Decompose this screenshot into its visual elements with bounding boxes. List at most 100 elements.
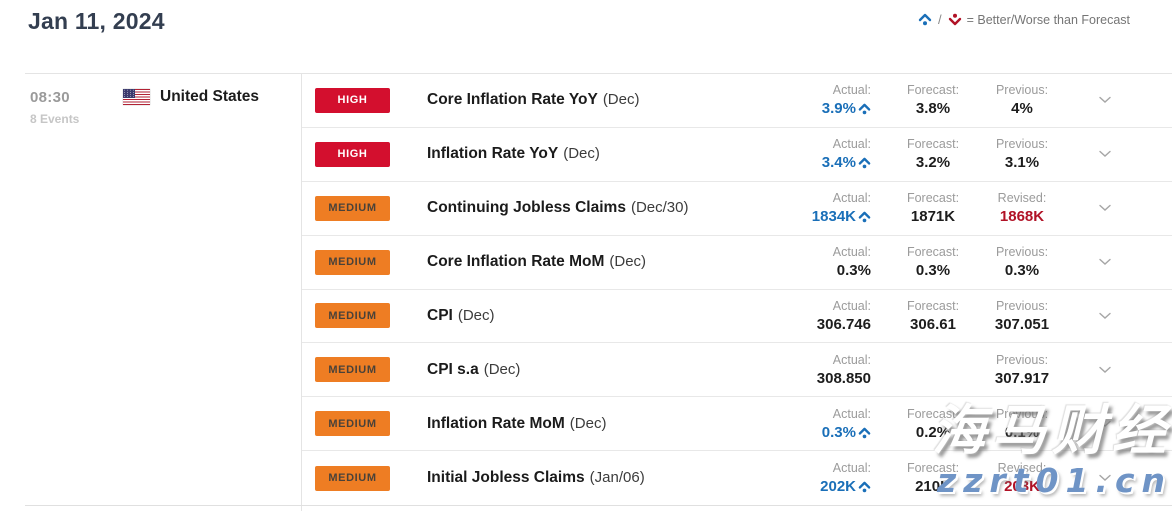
- actual-value: 3.4%: [821, 154, 856, 172]
- event-row-core-inflation-mom[interactable]: MEDIUM Core Inflation Rate MoM (Dec) Act…: [302, 236, 1172, 290]
- revised-label: Revised:: [997, 191, 1047, 206]
- time-block: 08:30 8 Events: [30, 89, 93, 126]
- event-title[interactable]: Inflation Rate YoY (Dec): [427, 145, 751, 163]
- event-title[interactable]: Initial Jobless Claims (Jan/06): [427, 469, 751, 487]
- chevron-down-icon: [1099, 151, 1111, 158]
- importance-badge: MEDIUM: [315, 465, 390, 491]
- revised-cell: Revised: 203K: [981, 461, 1063, 495]
- event-period: (Dec): [457, 306, 495, 324]
- expand-row-button[interactable]: [1063, 96, 1147, 104]
- revised-cell: Revised: 1868K: [981, 191, 1063, 225]
- actual-label: Actual:: [832, 352, 871, 367]
- event-title[interactable]: Inflation Rate MoM (Dec): [427, 415, 751, 433]
- actual-value: 3.9%: [821, 100, 856, 118]
- expand-row-button[interactable]: [1063, 204, 1147, 212]
- actual-value: 1834K: [811, 208, 856, 226]
- event-rows: HIGH Core Inflation Rate YoY (Dec) Actua…: [302, 74, 1172, 505]
- event-row-inflation-mom[interactable]: MEDIUM Inflation Rate MoM (Dec) Actual: …: [302, 397, 1172, 452]
- previous-value: 0.3%: [1004, 262, 1040, 280]
- expand-row-button[interactable]: [1063, 150, 1147, 158]
- event-title[interactable]: CPI (Dec): [427, 307, 751, 325]
- chevron-down-icon: [1099, 366, 1111, 373]
- actual-label: Actual:: [832, 83, 871, 98]
- previous-value: 307.051: [994, 315, 1050, 333]
- page-title: Jan 11, 2024: [28, 8, 165, 34]
- event-name: CPI s.a: [427, 360, 479, 378]
- better-caret-up-icon: [858, 427, 871, 438]
- event-name: Continuing Jobless Claims: [427, 199, 626, 217]
- event-name: Core Inflation Rate YoY: [427, 91, 598, 109]
- event-title[interactable]: Continuing Jobless Claims (Dec/30): [427, 199, 751, 217]
- actual-value: 308.850: [816, 369, 871, 387]
- actual-cell: Actual: 308.850: [751, 353, 871, 387]
- forecast-cell: Forecast: 3.8%: [885, 83, 981, 117]
- event-title[interactable]: CPI s.a (Dec): [427, 361, 751, 379]
- revised-label: Revised:: [997, 461, 1047, 476]
- forecast-cell: Forecast: 210K: [885, 461, 981, 495]
- forecast-label: Forecast:: [906, 245, 960, 260]
- economic-calendar-table: 08:30 8 Events United States HIGH Core I…: [25, 73, 1172, 511]
- forecast-value: 210K: [915, 478, 951, 496]
- event-period: (Dec): [563, 145, 600, 163]
- actual-label: Actual:: [832, 245, 871, 260]
- forecast-value: 306.61: [910, 315, 956, 333]
- chevron-down-icon: [1099, 204, 1111, 212]
- actual-value: 202K: [820, 478, 856, 496]
- previous-label: Previous:: [995, 137, 1049, 152]
- event-period: (Dec/30): [630, 199, 689, 217]
- better-caret-up-icon: [858, 481, 871, 493]
- revised-value: 1868K: [999, 208, 1045, 226]
- previous-cell: Previous: 0.1%: [981, 407, 1063, 441]
- expand-row-button[interactable]: [1063, 366, 1147, 374]
- expand-row-button[interactable]: [1063, 474, 1147, 482]
- expand-row-button[interactable]: [1063, 258, 1147, 266]
- event-title[interactable]: Core Inflation Rate YoY (Dec): [427, 91, 751, 109]
- previous-cell: Previous: 307.051: [981, 299, 1063, 333]
- legend-separator: /: [937, 12, 942, 27]
- expand-row-button[interactable]: [1063, 420, 1147, 428]
- previous-value: 0.1%: [1004, 423, 1040, 441]
- forecast-label: Forecast:: [906, 461, 960, 476]
- previous-label: Previous:: [995, 298, 1049, 313]
- event-period: (Dec): [483, 360, 521, 378]
- forecast-cell: Forecast: 0.2%: [885, 407, 981, 441]
- event-name: Initial Jobless Claims: [427, 469, 585, 487]
- previous-value: 307.917: [994, 369, 1050, 387]
- actual-cell: Actual: 306.746: [751, 299, 871, 333]
- event-row-initial-jobless-claims[interactable]: MEDIUM Initial Jobless Claims (Jan/06) A…: [302, 451, 1172, 505]
- group-events-count: 8 Events: [30, 112, 80, 126]
- previous-cell: Previous: 4%: [981, 83, 1063, 117]
- actual-label: Actual:: [832, 137, 871, 152]
- forecast-cell: Forecast: 1871K: [885, 191, 981, 225]
- worse-caret-down-icon: [948, 13, 961, 26]
- next-group-sliver: [25, 506, 1172, 511]
- forecast-value: 3.8%: [915, 100, 951, 118]
- event-row-core-inflation-yoy[interactable]: HIGH Core Inflation Rate YoY (Dec) Actua…: [302, 74, 1172, 128]
- next-group-rows: [302, 506, 1172, 511]
- chevron-down-icon: [1099, 97, 1111, 104]
- actual-label: Actual:: [832, 191, 871, 206]
- previous-cell: Previous: 307.917: [981, 353, 1063, 387]
- actual-cell: Actual: 202K: [751, 461, 871, 495]
- forecast-value: 0.2%: [915, 423, 951, 441]
- event-row-cpi[interactable]: MEDIUM CPI (Dec) Actual: 306.746 Forecas…: [302, 290, 1172, 344]
- forecast-cell: Forecast: 0.3%: [885, 245, 981, 279]
- event-name: Inflation Rate MoM: [427, 414, 565, 432]
- event-title[interactable]: Core Inflation Rate MoM (Dec): [427, 253, 751, 271]
- previous-value: 4%: [1011, 100, 1033, 118]
- previous-value: 3.1%: [1004, 154, 1040, 172]
- event-period: (Dec): [609, 253, 647, 271]
- better-caret-up-icon: [858, 211, 871, 223]
- event-row-cpi-sa[interactable]: MEDIUM CPI s.a (Dec) Actual: 308.850 Pre…: [302, 343, 1172, 398]
- event-row-inflation-yoy[interactable]: HIGH Inflation Rate YoY (Dec) Actual: 3.…: [302, 128, 1172, 182]
- importance-badge: HIGH: [315, 141, 390, 167]
- forecast-label: Forecast:: [906, 83, 960, 98]
- event-row-continuing-jobless-claims[interactable]: MEDIUM Continuing Jobless Claims (Dec/30…: [302, 182, 1172, 236]
- forecast-label: Forecast:: [906, 406, 960, 421]
- expand-row-button[interactable]: [1063, 312, 1147, 320]
- actual-value: 306.746: [816, 315, 871, 333]
- country-cell[interactable]: United States: [123, 88, 259, 106]
- country-name: United States: [160, 88, 260, 105]
- previous-label: Previous:: [995, 352, 1049, 367]
- chevron-down-icon: [1099, 420, 1111, 427]
